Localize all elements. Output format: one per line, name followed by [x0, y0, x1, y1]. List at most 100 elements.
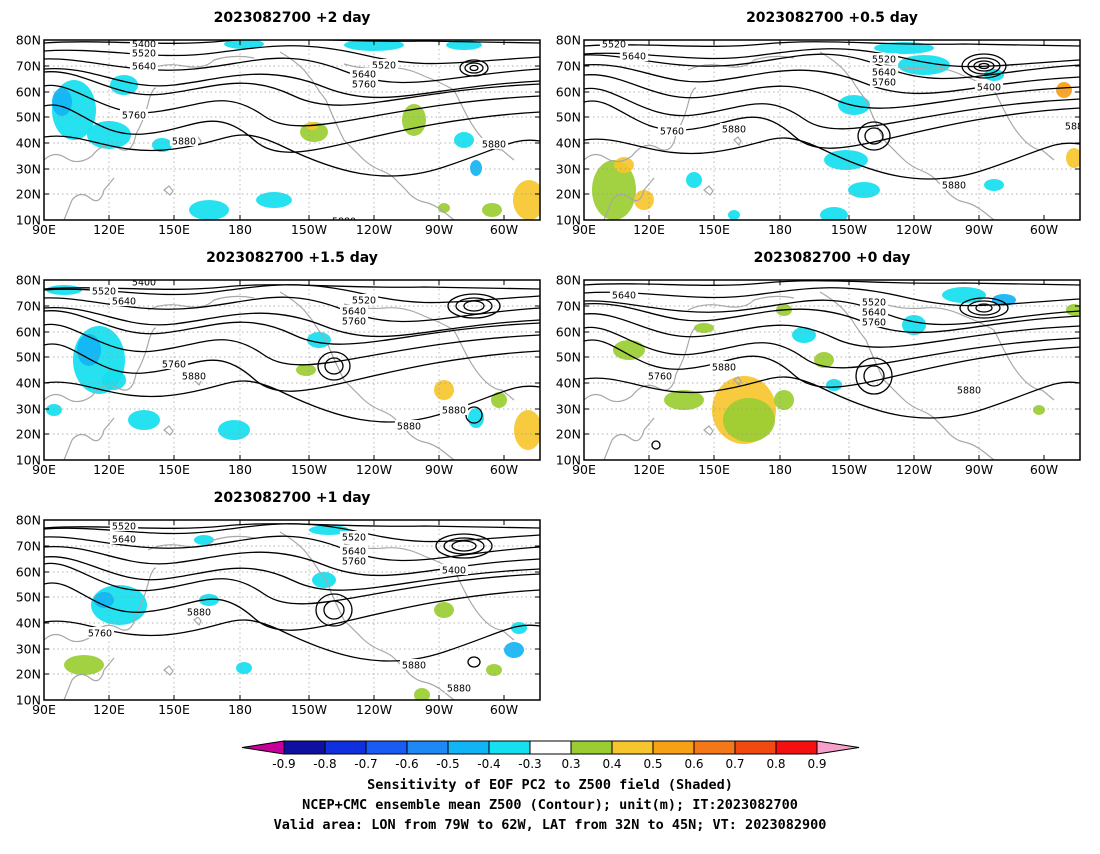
- z500-closed-contour: [447, 293, 501, 319]
- coastline: [703, 425, 714, 436]
- contour-label-bg: [859, 296, 889, 307]
- colorbar-tick-label: -0.9: [272, 757, 295, 771]
- sensitivity-shading: [194, 535, 214, 545]
- lat-label: 20N: [556, 427, 581, 442]
- lon-label: 120E: [633, 222, 665, 237]
- lat-label: 10N: [556, 213, 581, 228]
- z500-contour: [44, 284, 540, 304]
- panel-frame: [43, 519, 541, 701]
- sensitivity-shading: [723, 398, 775, 442]
- z500-contour: [584, 137, 1080, 180]
- contour-label: 5640: [862, 308, 886, 319]
- colorbar-tick-label: 0.4: [602, 757, 621, 771]
- lon-label: 90E: [572, 222, 596, 237]
- z500-contour: [584, 74, 1080, 109]
- contour-label: 5640: [622, 52, 646, 63]
- contour-label-bg: [129, 280, 159, 287]
- map-panel: 564055205640576058805760588080N70N60N50N…: [556, 250, 1081, 477]
- sensitivity-shading: [838, 95, 870, 115]
- colorbar-tick-label: 0.6: [684, 757, 703, 771]
- z500-contour: [44, 40, 540, 44]
- lon-label: 60W: [490, 702, 518, 717]
- contour-label-bg: [439, 404, 469, 415]
- lat-label: 20N: [16, 667, 41, 682]
- lat-label: 50N: [16, 590, 41, 605]
- z500-contour: [44, 71, 540, 106]
- lon-label: 150W: [291, 222, 327, 237]
- sensitivity-shading: [482, 203, 502, 217]
- colorbar-tick-label: 0.8: [766, 757, 785, 771]
- z500-closed-contour: [317, 351, 351, 381]
- colorbar-tick-label: 0.9: [807, 757, 826, 771]
- z500-closed-contour: [443, 537, 485, 555]
- contour-label: 5760: [342, 557, 366, 568]
- z500-contour: [44, 556, 540, 591]
- contour-label: 5520: [112, 522, 136, 533]
- caption-line-3: Valid area: LON from 79W to 62W, LAT fro…: [274, 817, 827, 833]
- lon-label: 90E: [572, 462, 596, 477]
- lat-label: 70N: [16, 539, 41, 554]
- lat-label: 70N: [556, 59, 581, 74]
- lat-label: 60N: [556, 85, 581, 100]
- contour-label-bg: [349, 78, 379, 89]
- coastline: [405, 429, 455, 460]
- contour-label-bg: [109, 533, 139, 544]
- contour-label-bg: [109, 295, 139, 306]
- lat-label: 60N: [16, 325, 41, 340]
- z500-closed-contour: [455, 297, 493, 315]
- contour-label-bg: [444, 682, 474, 693]
- lat-label: 20N: [556, 187, 581, 202]
- sensitivity-shading: [686, 172, 702, 188]
- sensitivity-shading: [454, 132, 474, 148]
- lat-label: 70N: [16, 299, 41, 314]
- colorbar-box: [693, 740, 736, 755]
- z500-closed-contour: [978, 62, 990, 70]
- z500-closed-contour: [967, 300, 1001, 316]
- contour-label-bg: [869, 53, 899, 64]
- z500-contour: [44, 535, 540, 562]
- contour-label-bg: [439, 564, 469, 575]
- z500-contour: [584, 339, 1080, 388]
- lon-label: 60W: [490, 462, 518, 477]
- z500-contour: [584, 87, 1080, 130]
- z500-contour: [584, 287, 1080, 307]
- sensitivity-shading: [491, 392, 507, 408]
- lat-label: 10N: [556, 453, 581, 468]
- z500-contour: [584, 376, 1080, 419]
- contour-label: 5640: [112, 297, 136, 308]
- sensitivity-shading: [128, 410, 160, 430]
- contour-label-bg: [349, 68, 379, 79]
- sensitivity-shading: [402, 104, 426, 136]
- contour-label: 5520: [132, 49, 156, 60]
- z500-closed-contour: [651, 440, 661, 450]
- sensitivity-shading: [64, 655, 104, 675]
- contour-label-bg: [109, 520, 139, 531]
- coastline: [584, 327, 697, 403]
- contour-label-bg: [89, 285, 119, 296]
- colorbar-tick-label: -0.7: [354, 757, 377, 771]
- z500-closed-contour: [855, 357, 893, 395]
- z500-contour: [44, 582, 540, 631]
- z500-contour: [584, 41, 1080, 47]
- z500-contour: [44, 57, 540, 84]
- z500-contour: [44, 343, 540, 392]
- panel-frame: [43, 39, 541, 221]
- z500-closed-contour: [467, 656, 481, 668]
- lon-label: 120W: [356, 702, 392, 717]
- coastline: [147, 55, 255, 71]
- colorbar-tick-label: -0.6: [395, 757, 418, 771]
- contour-label-bg: [339, 305, 369, 316]
- contour-label: 5760: [872, 78, 896, 89]
- z500-contour: [44, 84, 540, 127]
- coastline: [163, 665, 174, 676]
- coastline: [147, 295, 255, 311]
- sensitivity-shading: [434, 602, 454, 618]
- colorbar-tick-label: 0.5: [643, 757, 662, 771]
- z500-closed-contour: [469, 64, 479, 72]
- colorbar-tick-label: 0.7: [725, 757, 744, 771]
